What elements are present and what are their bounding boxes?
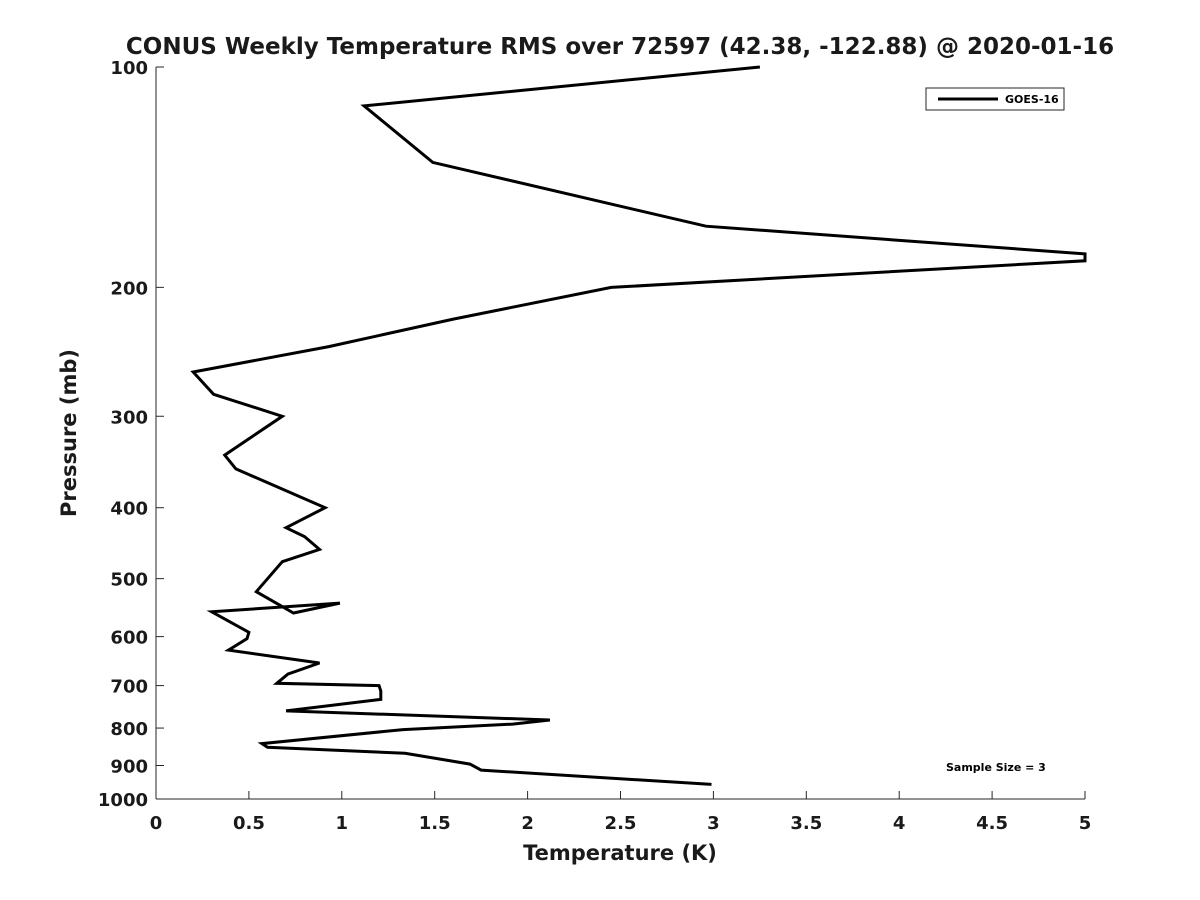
y-tick-label: 900 [110, 757, 148, 778]
x-tick-label: 2 [521, 813, 534, 834]
chart-title: CONUS Weekly Temperature RMS over 72597 … [126, 34, 1114, 60]
y-ticks: 100 200 300 400 500 600 700 800 900 1000 [98, 58, 164, 811]
x-tick-label: 2.5 [605, 813, 637, 834]
y-tick-label: 800 [110, 719, 148, 740]
y-tick-label: 200 [110, 278, 148, 299]
x-axis-label: Temperature (K) [523, 841, 717, 865]
y-tick-label: 500 [110, 570, 148, 591]
y-axis-label: Pressure (mb) [57, 349, 81, 517]
y-tick-label: 300 [110, 407, 148, 428]
plot-area [156, 67, 1085, 799]
x-tick-label: 4 [893, 813, 906, 834]
x-ticks: 0 0.5 1 1.5 2 2.5 3 3.5 4 4.5 5 [150, 791, 1092, 834]
y-tick-label: 400 [110, 499, 148, 520]
y-tick-label: 700 [110, 677, 148, 698]
legend-label-goes-16: GOES-16 [1005, 93, 1059, 106]
x-tick-label: 1.5 [419, 813, 451, 834]
y-tick-label: 100 [110, 58, 148, 79]
x-tick-label: 3.5 [790, 813, 822, 834]
x-tick-label: 0 [150, 813, 163, 834]
x-tick-label: 5 [1079, 813, 1092, 834]
x-tick-label: 1 [336, 813, 349, 834]
x-tick-label: 0.5 [233, 813, 265, 834]
sample-size-annotation: Sample Size = 3 [946, 761, 1046, 774]
x-tick-label: 3 [707, 813, 720, 834]
y-tick-label: 600 [110, 628, 148, 649]
x-tick-label: 4.5 [976, 813, 1008, 834]
legend: GOES-16 [925, 87, 1065, 111]
series-line-goes-16 [190, 65, 1087, 786]
series-layer [190, 65, 1087, 786]
y-tick-label: 1000 [98, 790, 148, 811]
